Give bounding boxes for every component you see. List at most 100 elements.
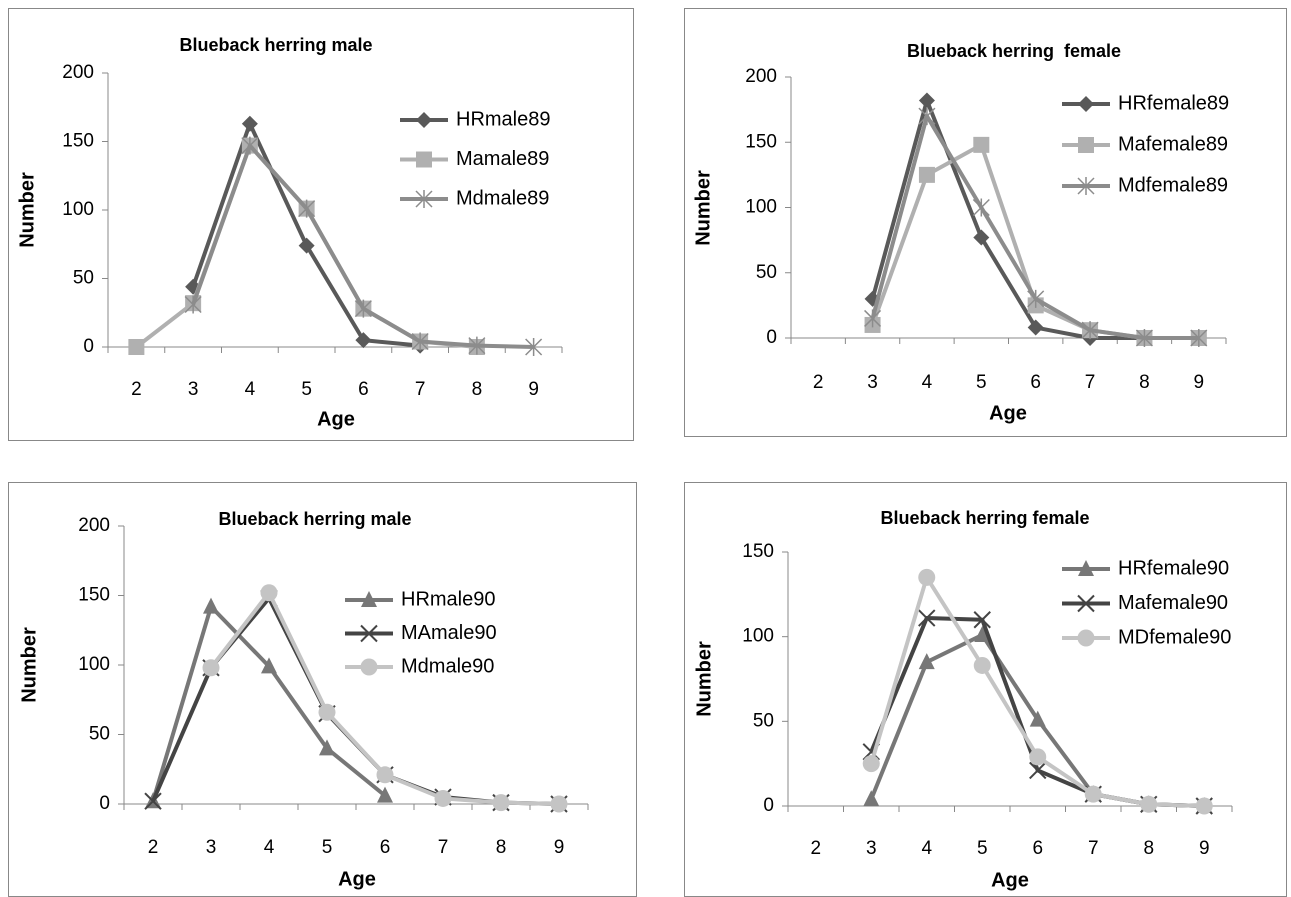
x-axis-title: Age bbox=[338, 868, 376, 890]
marker bbox=[918, 653, 935, 670]
y-tick-label: 100 bbox=[78, 654, 110, 675]
marker bbox=[377, 786, 393, 803]
y-tick-label: 200 bbox=[78, 515, 110, 536]
x-tick-label: 6 bbox=[1030, 372, 1041, 393]
marker bbox=[241, 136, 259, 155]
chart-border bbox=[8, 482, 637, 897]
marker bbox=[355, 332, 372, 349]
marker bbox=[318, 703, 336, 721]
y-tick-label: 200 bbox=[745, 66, 777, 87]
marker bbox=[415, 190, 433, 208]
legend-label: Mdmale89 bbox=[456, 187, 549, 209]
x-tick-label: 2 bbox=[131, 379, 142, 400]
marker bbox=[376, 766, 394, 784]
marker bbox=[298, 237, 315, 254]
x-axis-title: Age bbox=[989, 402, 1027, 424]
x-tick-label: 4 bbox=[922, 372, 933, 393]
marker bbox=[1078, 560, 1094, 576]
marker bbox=[1084, 785, 1102, 803]
x-axis-title: Age bbox=[317, 408, 355, 430]
y-axis-title: Number bbox=[692, 170, 714, 246]
marker bbox=[361, 591, 377, 607]
marker bbox=[1078, 137, 1094, 153]
y-tick-label: 200 bbox=[62, 62, 94, 83]
y-tick-label: 50 bbox=[753, 710, 774, 731]
chart: Blueback herring female Number Age 0 50 100 15… bbox=[684, 8, 1287, 437]
y-axis-title: Number bbox=[16, 172, 38, 248]
x-tick-label: 7 bbox=[1085, 372, 1096, 393]
marker bbox=[1077, 594, 1095, 613]
marker bbox=[203, 597, 219, 614]
marker bbox=[1029, 761, 1047, 780]
marker bbox=[298, 199, 316, 218]
legend-label: Mafemale89 bbox=[1118, 133, 1228, 155]
x-tick-label: 6 bbox=[358, 379, 369, 400]
marker bbox=[1081, 321, 1099, 340]
legend-label: HRfemale90 bbox=[1118, 557, 1229, 579]
y-tick-label: 50 bbox=[756, 262, 777, 283]
chart-border bbox=[684, 8, 1287, 437]
chart: Blueback herring male Number Age 0 50 100 150 2… bbox=[8, 482, 637, 897]
marker bbox=[202, 659, 220, 677]
marker bbox=[918, 568, 936, 586]
y-axis-title: Number bbox=[693, 641, 715, 717]
marker bbox=[1078, 96, 1094, 112]
marker bbox=[973, 229, 990, 246]
x-tick-label: 5 bbox=[977, 838, 988, 859]
marker bbox=[973, 136, 990, 153]
y-tick-label: 0 bbox=[763, 795, 774, 816]
chart: Blueback herring male Number Age 0 50 100 150 2… bbox=[8, 8, 634, 441]
y-tick-label: 150 bbox=[78, 585, 110, 606]
y-axis-title: Number bbox=[18, 627, 40, 703]
x-tick-label: 6 bbox=[380, 837, 391, 858]
y-tick-label: 0 bbox=[766, 327, 777, 348]
marker bbox=[319, 739, 335, 756]
marker bbox=[918, 166, 935, 183]
chart-title: Blueback herring male bbox=[179, 35, 372, 55]
x-tick-label: 8 bbox=[1143, 838, 1154, 859]
x-tick-label: 4 bbox=[264, 837, 275, 858]
marker bbox=[1195, 797, 1213, 815]
marker bbox=[918, 92, 935, 109]
y-tick-label: 100 bbox=[745, 197, 777, 218]
legend-label: MDfemale90 bbox=[1118, 626, 1231, 648]
marker bbox=[416, 112, 432, 128]
marker bbox=[972, 198, 990, 217]
y-tick-label: 150 bbox=[62, 131, 94, 152]
chart-border bbox=[8, 8, 634, 441]
y-tick-label: 150 bbox=[745, 131, 777, 152]
marker bbox=[974, 625, 991, 642]
x-tick-label: 2 bbox=[810, 838, 821, 859]
marker bbox=[1027, 289, 1045, 308]
marker bbox=[918, 107, 936, 126]
marker bbox=[864, 309, 882, 328]
marker bbox=[128, 339, 145, 355]
x-tick-label: 9 bbox=[1194, 372, 1205, 393]
x-tick-label: 7 bbox=[1088, 838, 1099, 859]
marker bbox=[492, 794, 510, 812]
legend-label: HRmale89 bbox=[456, 108, 550, 130]
x-tick-label: 2 bbox=[813, 372, 824, 393]
y-tick-label: 100 bbox=[742, 626, 774, 647]
marker bbox=[1190, 329, 1208, 347]
legend-label: MAmale90 bbox=[401, 622, 497, 644]
x-tick-label: 8 bbox=[1139, 372, 1150, 393]
legend-label: Mdmale90 bbox=[401, 655, 494, 677]
marker bbox=[550, 795, 568, 813]
x-tick-label: 3 bbox=[206, 837, 217, 858]
marker bbox=[360, 624, 378, 643]
marker bbox=[1077, 177, 1095, 195]
marker bbox=[468, 336, 486, 355]
marker bbox=[261, 657, 277, 674]
chart-title: Blueback herring female bbox=[880, 508, 1089, 528]
legend-label: Mamale89 bbox=[456, 148, 549, 170]
chart: Blueback herring female Number Age 0 50 100 15… bbox=[684, 482, 1287, 897]
x-tick-label: 8 bbox=[472, 379, 483, 400]
y-tick-label: 50 bbox=[89, 724, 110, 745]
marker bbox=[1029, 710, 1046, 727]
x-tick-label: 8 bbox=[496, 837, 507, 858]
marker bbox=[434, 789, 452, 807]
legend-label: Mafemale90 bbox=[1118, 592, 1228, 614]
y-tick-label: 0 bbox=[83, 336, 94, 357]
